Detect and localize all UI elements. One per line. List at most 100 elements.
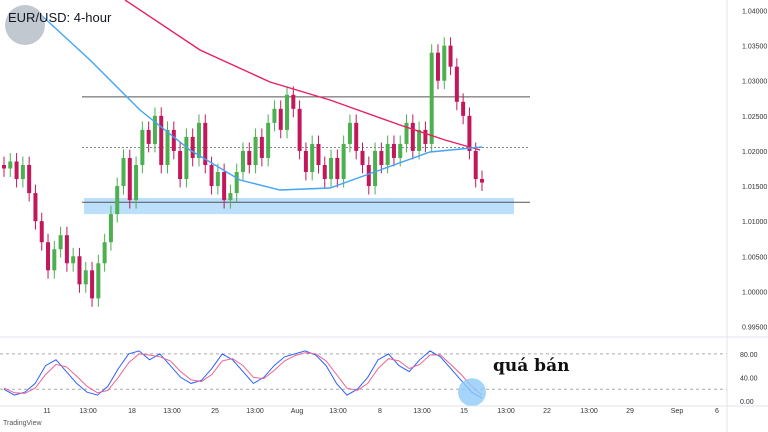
candle-body (278, 108, 283, 130)
x-tick-label: 22 (543, 408, 551, 415)
x-tick-label: 6 (715, 408, 719, 415)
x-tick-label: 25 (211, 408, 219, 415)
candle-body (152, 115, 157, 144)
candle-body (90, 270, 95, 299)
x-tick-label: 13:00 (329, 408, 347, 415)
oversold-marker (458, 378, 486, 407)
x-tick-label: Sep (671, 408, 684, 415)
support-zone (84, 197, 514, 215)
stoch-line (3, 350, 483, 399)
candle-body (96, 263, 101, 299)
y-tick-label: 1.00500 (742, 254, 767, 261)
candle-body (347, 122, 352, 144)
candle-body (417, 129, 422, 151)
candle-body (222, 172, 227, 201)
x-tick-label: 13:00 (497, 408, 515, 415)
stoch-line (3, 352, 483, 396)
candle-body (473, 150, 478, 180)
candle-body (2, 164, 6, 169)
candle-body (373, 150, 378, 187)
candle-body (385, 143, 390, 165)
candle-body (435, 52, 440, 81)
candle-body (461, 101, 466, 116)
candle-body (58, 235, 63, 250)
candle-body (209, 164, 214, 187)
candle-body (247, 150, 252, 165)
candle-body (341, 143, 346, 180)
x-tick-label: 18 (128, 408, 136, 415)
candle-body (266, 122, 271, 158)
candle-body (448, 45, 453, 67)
candle-body (303, 150, 308, 173)
candle-body (8, 161, 13, 169)
candle-body (39, 221, 44, 243)
candle-body (480, 179, 484, 183)
candle-body (64, 235, 69, 264)
candle-body (121, 157, 126, 187)
y-tick-label: 1.02500 (742, 114, 767, 121)
candle-body (423, 129, 428, 144)
candle-body (228, 193, 233, 201)
chart-title: EUR/USD: 4-hour (8, 10, 112, 25)
stoch-tick-label: 80.00 (740, 352, 758, 359)
book-seal-icon (5, 5, 45, 45)
candle-body (398, 143, 403, 158)
candle-body (467, 115, 472, 151)
candle-body (310, 143, 315, 173)
candle-body (404, 122, 409, 144)
y-tick-label: 1.03500 (742, 44, 767, 51)
candle-body (203, 122, 208, 165)
candle-body (259, 136, 264, 158)
candle-body (241, 150, 245, 173)
candle-body (391, 143, 396, 158)
candle-body (140, 129, 145, 165)
candle-body (27, 164, 32, 194)
x-tick-label: 29 (626, 408, 634, 415)
candle-body (146, 129, 151, 144)
candle-body (33, 193, 38, 222)
x-tick-label: 13:00 (413, 408, 431, 415)
candle-body (184, 136, 189, 180)
candle-body (297, 108, 302, 151)
candle-body (196, 122, 201, 158)
candle-body (159, 115, 164, 165)
candle-body (52, 249, 57, 271)
candle-body (134, 164, 139, 201)
candle-body (253, 136, 258, 165)
x-tick-label: 8 (378, 408, 382, 415)
candle-body (329, 157, 334, 180)
stoch-tick-label: 40.00 (740, 375, 758, 382)
candle-body (215, 172, 220, 187)
y-tick-label: 1.01500 (742, 184, 767, 191)
y-tick-label: 1.03000 (742, 79, 767, 86)
x-tick-label: 15 (460, 408, 468, 415)
candle-body (108, 214, 113, 243)
x-tick-label: 13:00 (79, 408, 97, 415)
candle-body (178, 150, 183, 180)
oversold-annotation: quá bán (493, 356, 570, 376)
candle-body (285, 94, 290, 130)
stochastic-pane (0, 350, 727, 407)
candle-body (77, 256, 82, 285)
candle-body (354, 122, 359, 151)
candle-body (454, 66, 459, 102)
candle-body (14, 161, 19, 180)
tradingview-watermark: TradingView (3, 420, 42, 427)
candle-body (115, 186, 120, 215)
candle-body (190, 136, 195, 158)
y-tick-label: 1.02000 (742, 149, 767, 156)
candle-body (291, 94, 296, 109)
candle-body (360, 150, 365, 165)
x-tick-label: 13:00 (163, 408, 181, 415)
y-tick-label: 1.00000 (742, 289, 767, 296)
candle-body (410, 122, 415, 151)
candle-body (316, 143, 321, 165)
candle-body (20, 164, 25, 180)
x-tick-label: 13:00 (580, 408, 598, 415)
candle-body (379, 150, 384, 165)
candle-body (366, 164, 371, 187)
candle-body (165, 129, 170, 165)
y-tick-label: 1.01000 (742, 219, 767, 226)
